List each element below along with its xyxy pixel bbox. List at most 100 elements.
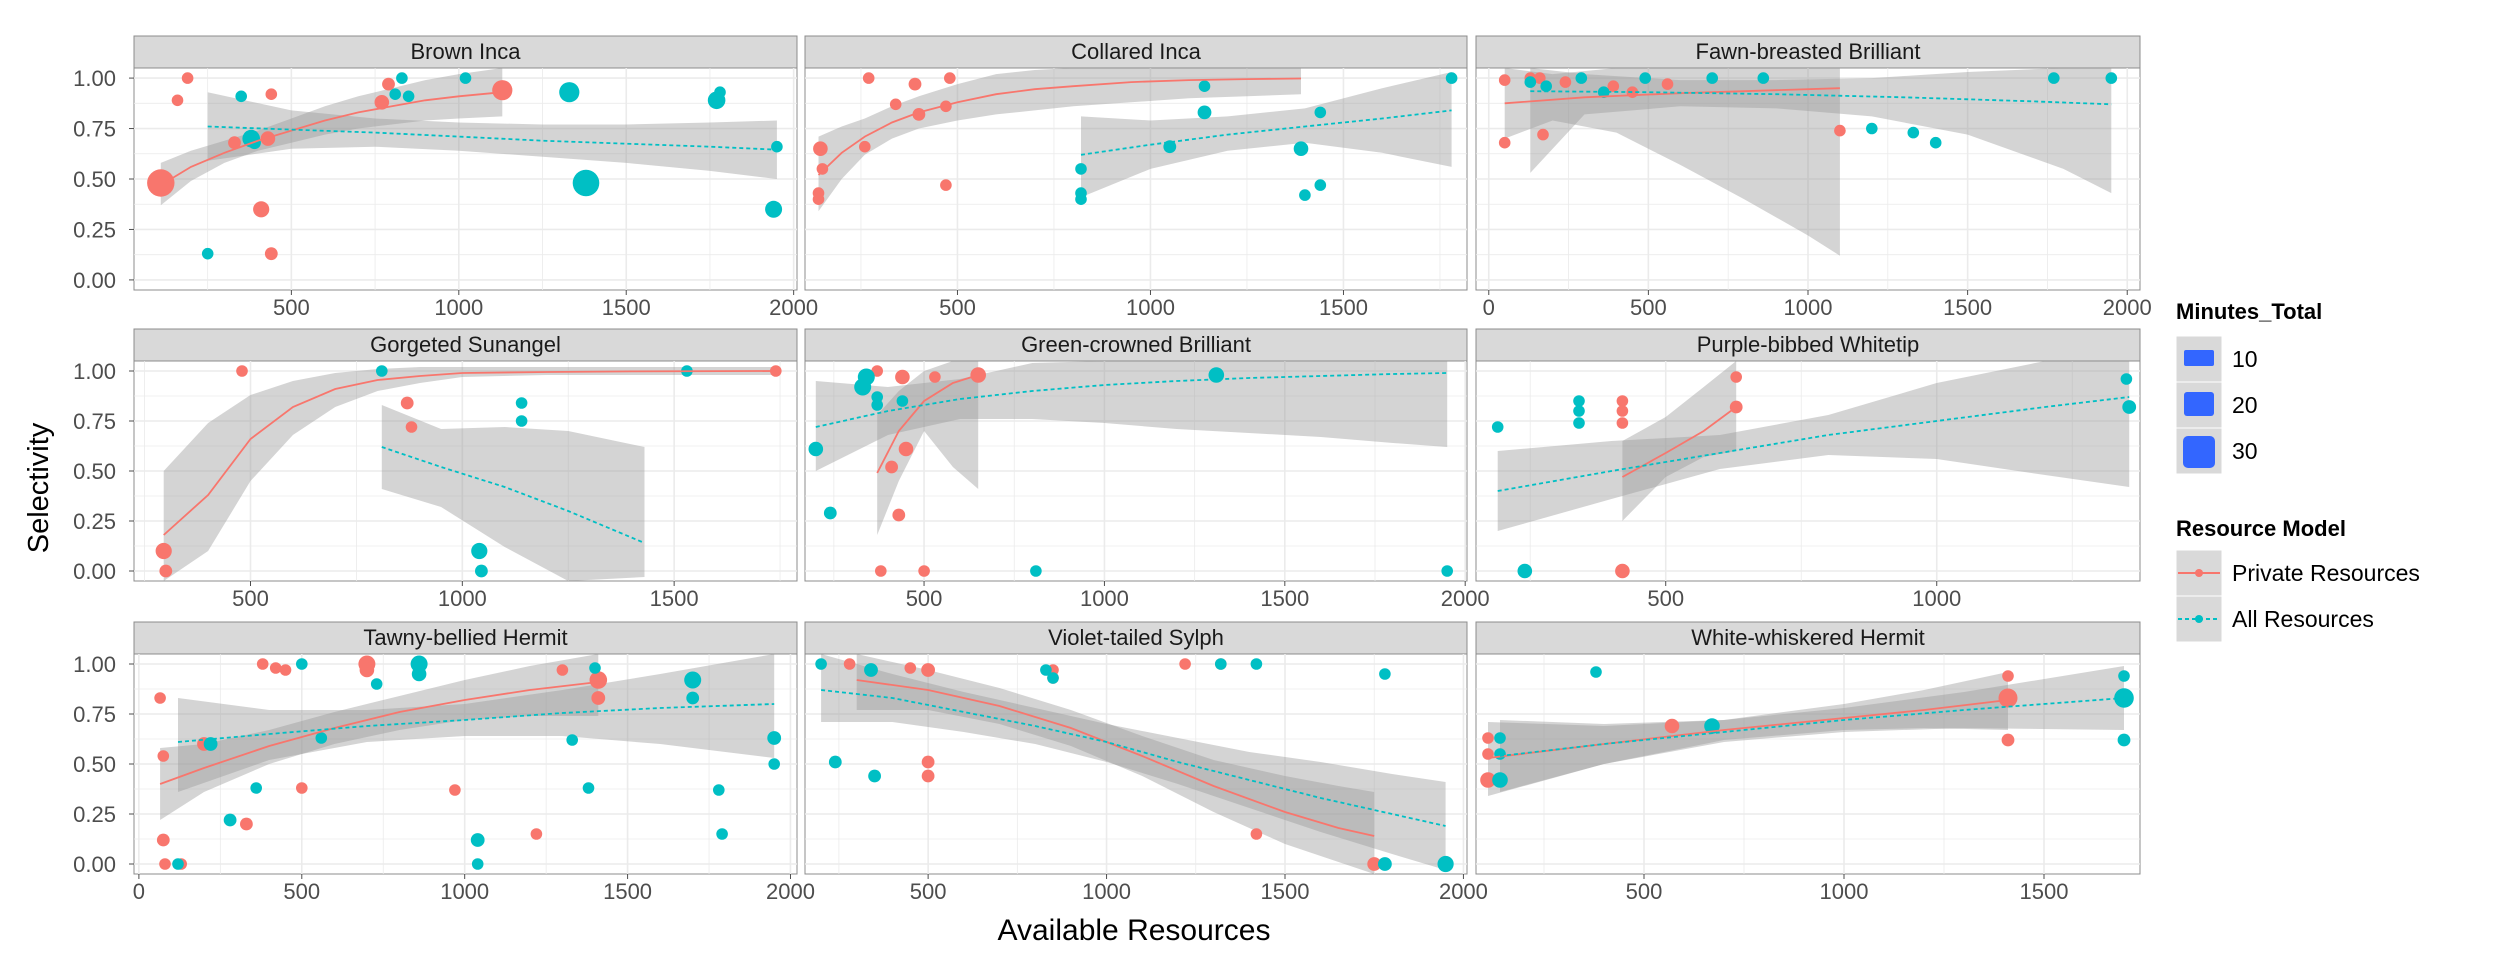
private-point bbox=[154, 692, 166, 704]
private-point bbox=[892, 508, 906, 522]
private-point bbox=[240, 817, 253, 831]
private-point bbox=[269, 662, 282, 674]
x-tick-label: 500 bbox=[939, 295, 976, 320]
all-confidence-band bbox=[1081, 72, 1452, 198]
x-tick-label: 500 bbox=[1626, 879, 1663, 904]
private-point bbox=[843, 658, 856, 670]
x-tick-label: 2000 bbox=[2103, 295, 2152, 320]
all-fit-line bbox=[1080, 109, 1452, 156]
facet-strip bbox=[1475, 35, 2141, 69]
x-tick-label: 1000 bbox=[1912, 586, 1961, 611]
private-point bbox=[155, 542, 172, 560]
all-point bbox=[582, 782, 595, 794]
y-tick-label: 0.75 bbox=[73, 409, 116, 434]
x-tick-label: 1000 bbox=[1126, 295, 1175, 320]
x-tick-label: 1000 bbox=[1082, 879, 1131, 904]
all-point bbox=[1494, 748, 1506, 760]
all-point bbox=[1492, 772, 1508, 788]
all-point bbox=[1494, 732, 1506, 744]
all-point bbox=[2118, 670, 2130, 682]
private-point bbox=[816, 163, 829, 175]
panel-grid bbox=[1476, 654, 2140, 874]
panel-plot bbox=[812, 68, 1458, 212]
private-point bbox=[921, 755, 935, 769]
legend-size-title: Minutes_Total bbox=[2176, 299, 2322, 324]
private-confidence-band bbox=[1622, 361, 1737, 521]
private-point bbox=[1250, 828, 1263, 840]
panel-grid bbox=[134, 654, 797, 874]
all-point bbox=[411, 666, 427, 682]
private-point bbox=[264, 247, 278, 261]
facet-strip bbox=[804, 621, 1468, 655]
all-point bbox=[235, 90, 247, 103]
all-point bbox=[1573, 405, 1585, 417]
facet-panel: Gorgeted Sunangel 500 1000 1500 0.00 0.25 0.50… bbox=[73, 328, 798, 611]
private-point bbox=[944, 72, 956, 84]
private-point bbox=[228, 136, 241, 150]
private-point bbox=[1998, 688, 2018, 708]
facet-title: Purple-bibbed Whitetip bbox=[1697, 332, 1920, 357]
private-point bbox=[940, 100, 952, 113]
y-tick-label: 1.00 bbox=[73, 66, 116, 91]
all-confidence-band bbox=[1497, 361, 2130, 531]
all-point bbox=[686, 691, 700, 705]
private-point bbox=[1615, 563, 1630, 579]
y-tick-label: 0.50 bbox=[73, 167, 116, 192]
private-point bbox=[159, 858, 171, 870]
y-tick-label: 0.25 bbox=[73, 509, 116, 534]
private-point bbox=[921, 769, 935, 783]
all-point bbox=[868, 769, 881, 783]
all-point bbox=[828, 755, 842, 769]
all-point bbox=[1379, 668, 1391, 680]
panel-plot bbox=[1480, 666, 2134, 796]
x-tick-label: 1500 bbox=[2020, 879, 2069, 904]
facet-title: White-whiskered Hermit bbox=[1691, 625, 1925, 650]
private-point bbox=[1367, 857, 1382, 871]
y-tick-label: 0.75 bbox=[73, 117, 116, 142]
private-fit-line bbox=[159, 681, 599, 785]
all-point bbox=[402, 90, 415, 103]
private-point bbox=[359, 662, 375, 678]
private-point bbox=[1482, 732, 1494, 744]
panel-plot bbox=[1498, 68, 2118, 256]
private-point bbox=[859, 140, 871, 153]
all-point bbox=[1215, 658, 1227, 670]
all-fit-line bbox=[177, 703, 775, 743]
private-point bbox=[279, 664, 292, 676]
all-point bbox=[2117, 733, 2131, 747]
panel-grid bbox=[805, 361, 1467, 581]
private-point bbox=[374, 95, 390, 110]
facet-title: Tawny-bellied Hermit bbox=[363, 625, 567, 650]
facet-strip bbox=[804, 328, 1468, 362]
legend-size-key-10: 10 bbox=[2175, 335, 2258, 383]
facet-panel: White-whiskered Hermit 500 1000 1500 bbox=[1475, 621, 2141, 904]
x-tick-label: 500 bbox=[1630, 295, 1667, 320]
private-confidence-band bbox=[1504, 68, 1840, 256]
all-fit-line bbox=[820, 689, 1446, 827]
all-point bbox=[1704, 718, 1720, 734]
all-point bbox=[768, 758, 780, 770]
private-point bbox=[812, 193, 825, 205]
all-point bbox=[1757, 72, 1770, 84]
facet-panel: Fawn-breasted Brilliant 0 500 1000 1500 2000 bbox=[1475, 35, 2152, 320]
facet-panel: Violet-tailed Sylph 500 1000 1500 2000 bbox=[804, 621, 1488, 904]
all-point bbox=[471, 858, 484, 870]
all-point bbox=[1491, 421, 1504, 433]
x-tick-label: 1500 bbox=[650, 586, 699, 611]
all-point bbox=[1040, 664, 1052, 676]
all-point bbox=[1198, 80, 1211, 92]
private-point bbox=[256, 658, 269, 670]
panel-grid bbox=[805, 654, 1467, 874]
all-point bbox=[1639, 72, 1651, 84]
private-point bbox=[1661, 78, 1674, 90]
private-point bbox=[556, 664, 569, 676]
all-confidence-band bbox=[381, 405, 645, 581]
all-confidence-band bbox=[207, 92, 777, 179]
all-point bbox=[1314, 179, 1327, 191]
private-point bbox=[147, 169, 175, 197]
all-point bbox=[1866, 122, 1878, 135]
private-point bbox=[1559, 76, 1572, 88]
all-point bbox=[771, 140, 783, 153]
x-tick-label: 1500 bbox=[1260, 586, 1309, 611]
all-point bbox=[1445, 72, 1458, 84]
